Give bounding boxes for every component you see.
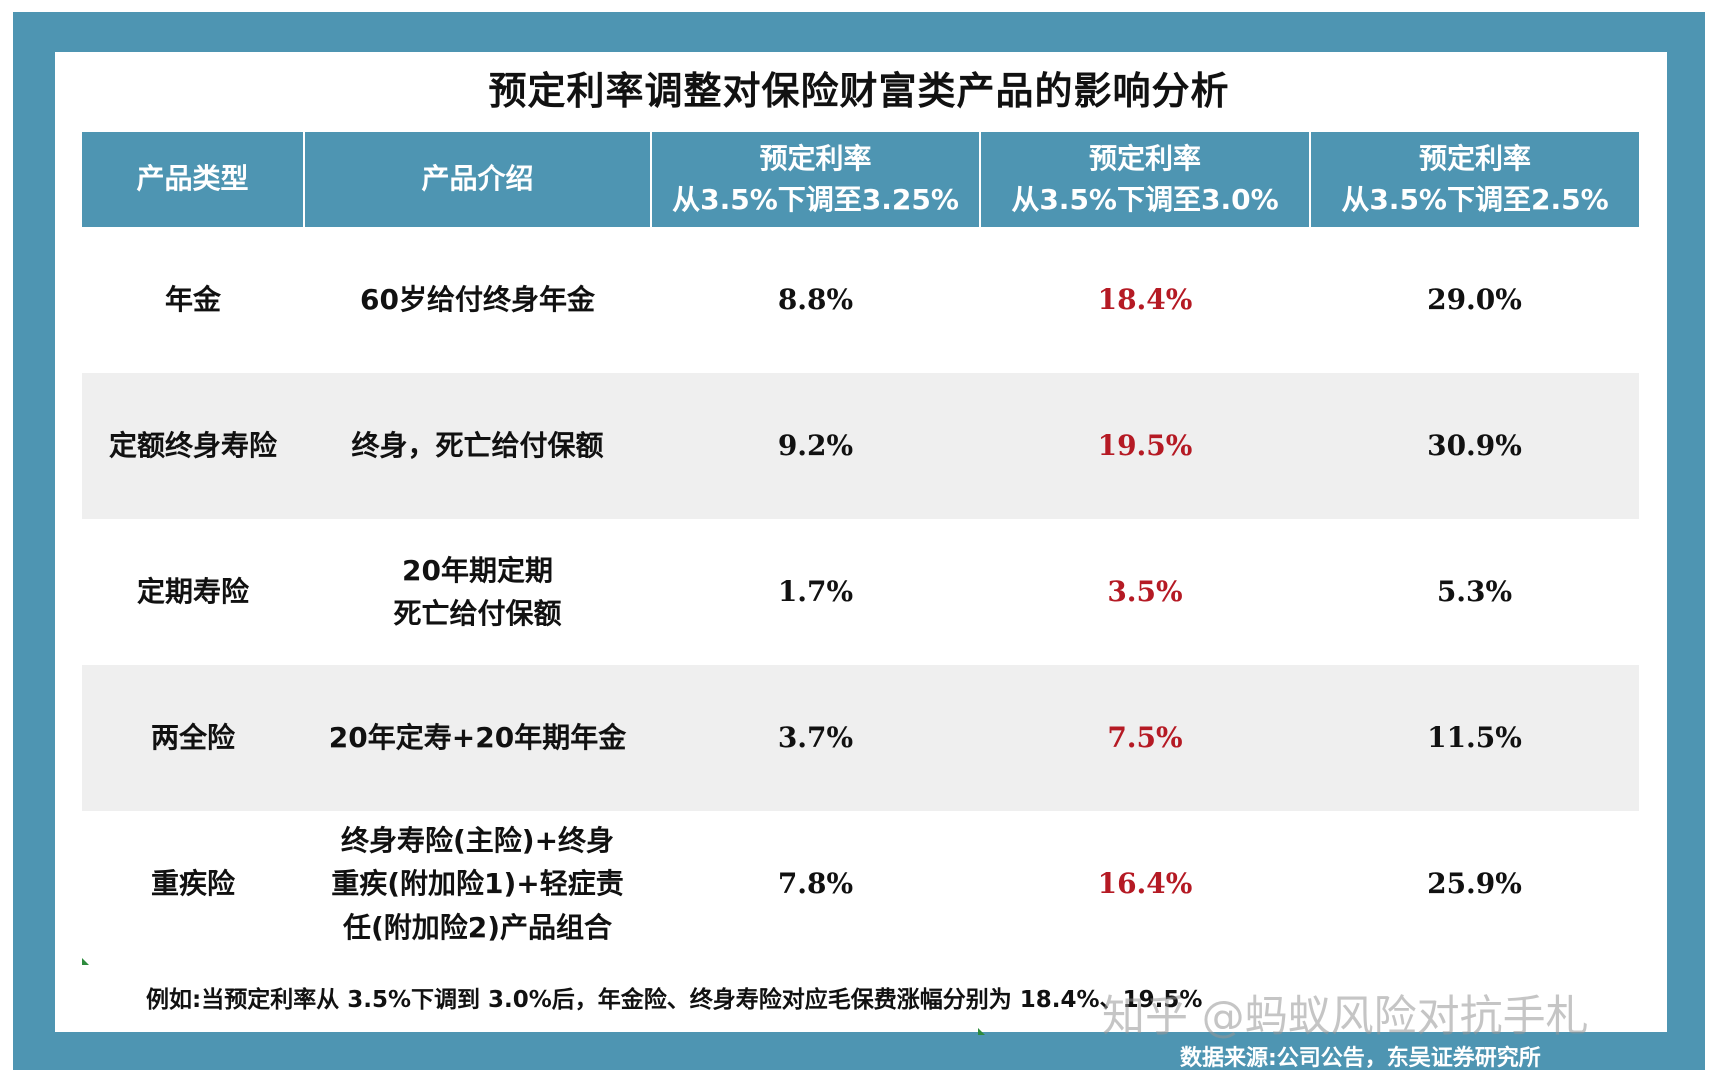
rate-3-25-value: 8.8% bbox=[777, 283, 854, 317]
table-row: 定额终身寿险 终身，死亡给付保额 9.2% 19.5% 30.9% bbox=[82, 373, 1639, 519]
header-label: 预定利率 bbox=[1418, 141, 1531, 175]
intro-line: 任(附加险2)产品组合 bbox=[342, 910, 613, 944]
table-row: 年金 60岁给付终身年金 8.8% 18.4% 29.0% bbox=[82, 227, 1639, 373]
header-label: 产品类型 bbox=[136, 162, 249, 196]
impact-table: 产品类型 产品介绍 预定利率 从3.5%下调至3.25% 预定利率 从3.5%下… bbox=[82, 132, 1639, 957]
header-sublabel: 从3.5%下调至3.25% bbox=[672, 182, 959, 216]
intro-line: 终身，死亡给付保额 bbox=[351, 429, 604, 463]
page-title: 预定利率调整对保险财富类产品的影响分析 bbox=[488, 69, 1230, 113]
footnote: 例如:当预定利率从 3.5%下调到 3.0%后，年金险、终身寿险对应毛保费涨幅分… bbox=[146, 987, 1203, 1013]
intro-line: 死亡给付保额 bbox=[393, 597, 562, 630]
header-product-type: 产品类型 bbox=[82, 132, 305, 227]
watermark-text: 知乎 @蚂蚁风险对抗手札 bbox=[1102, 992, 1589, 1042]
product-category: 定额终身寿险 bbox=[82, 373, 304, 519]
header-label: 产品介绍 bbox=[421, 162, 534, 196]
product-category: 年金 bbox=[164, 283, 221, 317]
rate-2-5-value: 25.9% bbox=[1427, 867, 1522, 901]
rate-2-5-value: 5.3% bbox=[1436, 575, 1513, 609]
table-row: 定期寿险 20年期定期 死亡给付保额 1.7% 3.5% 5.3% bbox=[82, 519, 1639, 665]
intro-line: 终身寿险(主险)+终身 bbox=[340, 823, 615, 857]
source-credit: 数据来源:公司公告，东吴证券研究所 bbox=[1180, 1046, 1541, 1071]
table-row: 重疾险 终身寿险(主险)+终身 重疾(附加险1)+轻症责 任(附加险2)产品组合… bbox=[82, 811, 1639, 957]
intro-line: 20年定寿+20年期年金 bbox=[328, 721, 627, 755]
corner-mark bbox=[978, 1028, 985, 1035]
intro-line: 60岁给付终身年金 bbox=[360, 283, 595, 317]
rate-3-0-value: 3.5% bbox=[1107, 575, 1183, 609]
intro-line: 重疾(附加险1)+轻症责 bbox=[331, 867, 624, 901]
rate-3-0-value: 18.4% bbox=[1097, 283, 1193, 317]
header-label: 预定利率 bbox=[759, 141, 872, 175]
header-label: 预定利率 bbox=[1088, 141, 1201, 175]
product-intro: 20年定寿+20年期年金 bbox=[304, 665, 651, 811]
intro-line: 20年期定期 bbox=[402, 553, 553, 587]
product-intro: 60岁给付终身年金 bbox=[304, 227, 651, 373]
rate-3-0-value: 16.4% bbox=[1097, 867, 1193, 901]
product-intro: 20年期定期 死亡给付保额 bbox=[304, 519, 651, 665]
rate-3-25-value: 9.2% bbox=[651, 373, 980, 519]
header-sublabel: 从3.5%下调至3.0% bbox=[1011, 182, 1279, 216]
rate-2-5-value: 30.9% bbox=[1310, 373, 1639, 519]
rate-3-0-value: 19.5% bbox=[980, 373, 1310, 519]
product-category: 两全险 bbox=[82, 665, 304, 811]
rate-2-5-value: 29.0% bbox=[1427, 283, 1522, 317]
rate-3-25-value: 1.7% bbox=[777, 575, 854, 609]
rate-3-25-value: 3.7% bbox=[651, 665, 980, 811]
header-rate-2-5: 预定利率 从3.5%下调至2.5% bbox=[1310, 132, 1639, 227]
header-row: 产品类型 产品介绍 预定利率 从3.5%下调至3.25% 预定利率 从3.5%下… bbox=[82, 132, 1639, 227]
table-row: 两全险 20年定寿+20年期年金 3.7% 7.5% 11.5% bbox=[82, 665, 1639, 811]
header-rate-3-0: 预定利率 从3.5%下调至3.0% bbox=[980, 132, 1311, 227]
header-sublabel: 从3.5%下调至2.5% bbox=[1341, 182, 1609, 216]
product-category: 定期寿险 bbox=[136, 575, 249, 609]
product-intro: 终身，死亡给付保额 bbox=[304, 373, 651, 519]
header-rate-3-25: 预定利率 从3.5%下调至3.25% bbox=[651, 132, 981, 227]
product-intro: 终身寿险(主险)+终身 重疾(附加险1)+轻症责 任(附加险2)产品组合 bbox=[304, 811, 651, 957]
rate-2-5-value: 11.5% bbox=[1310, 665, 1639, 811]
rate-3-0-value: 7.5% bbox=[980, 665, 1310, 811]
product-category: 重疾险 bbox=[150, 867, 235, 901]
rate-3-25-value: 7.8% bbox=[777, 867, 854, 901]
corner-mark bbox=[82, 958, 89, 965]
header-product-intro: 产品介绍 bbox=[304, 132, 652, 227]
